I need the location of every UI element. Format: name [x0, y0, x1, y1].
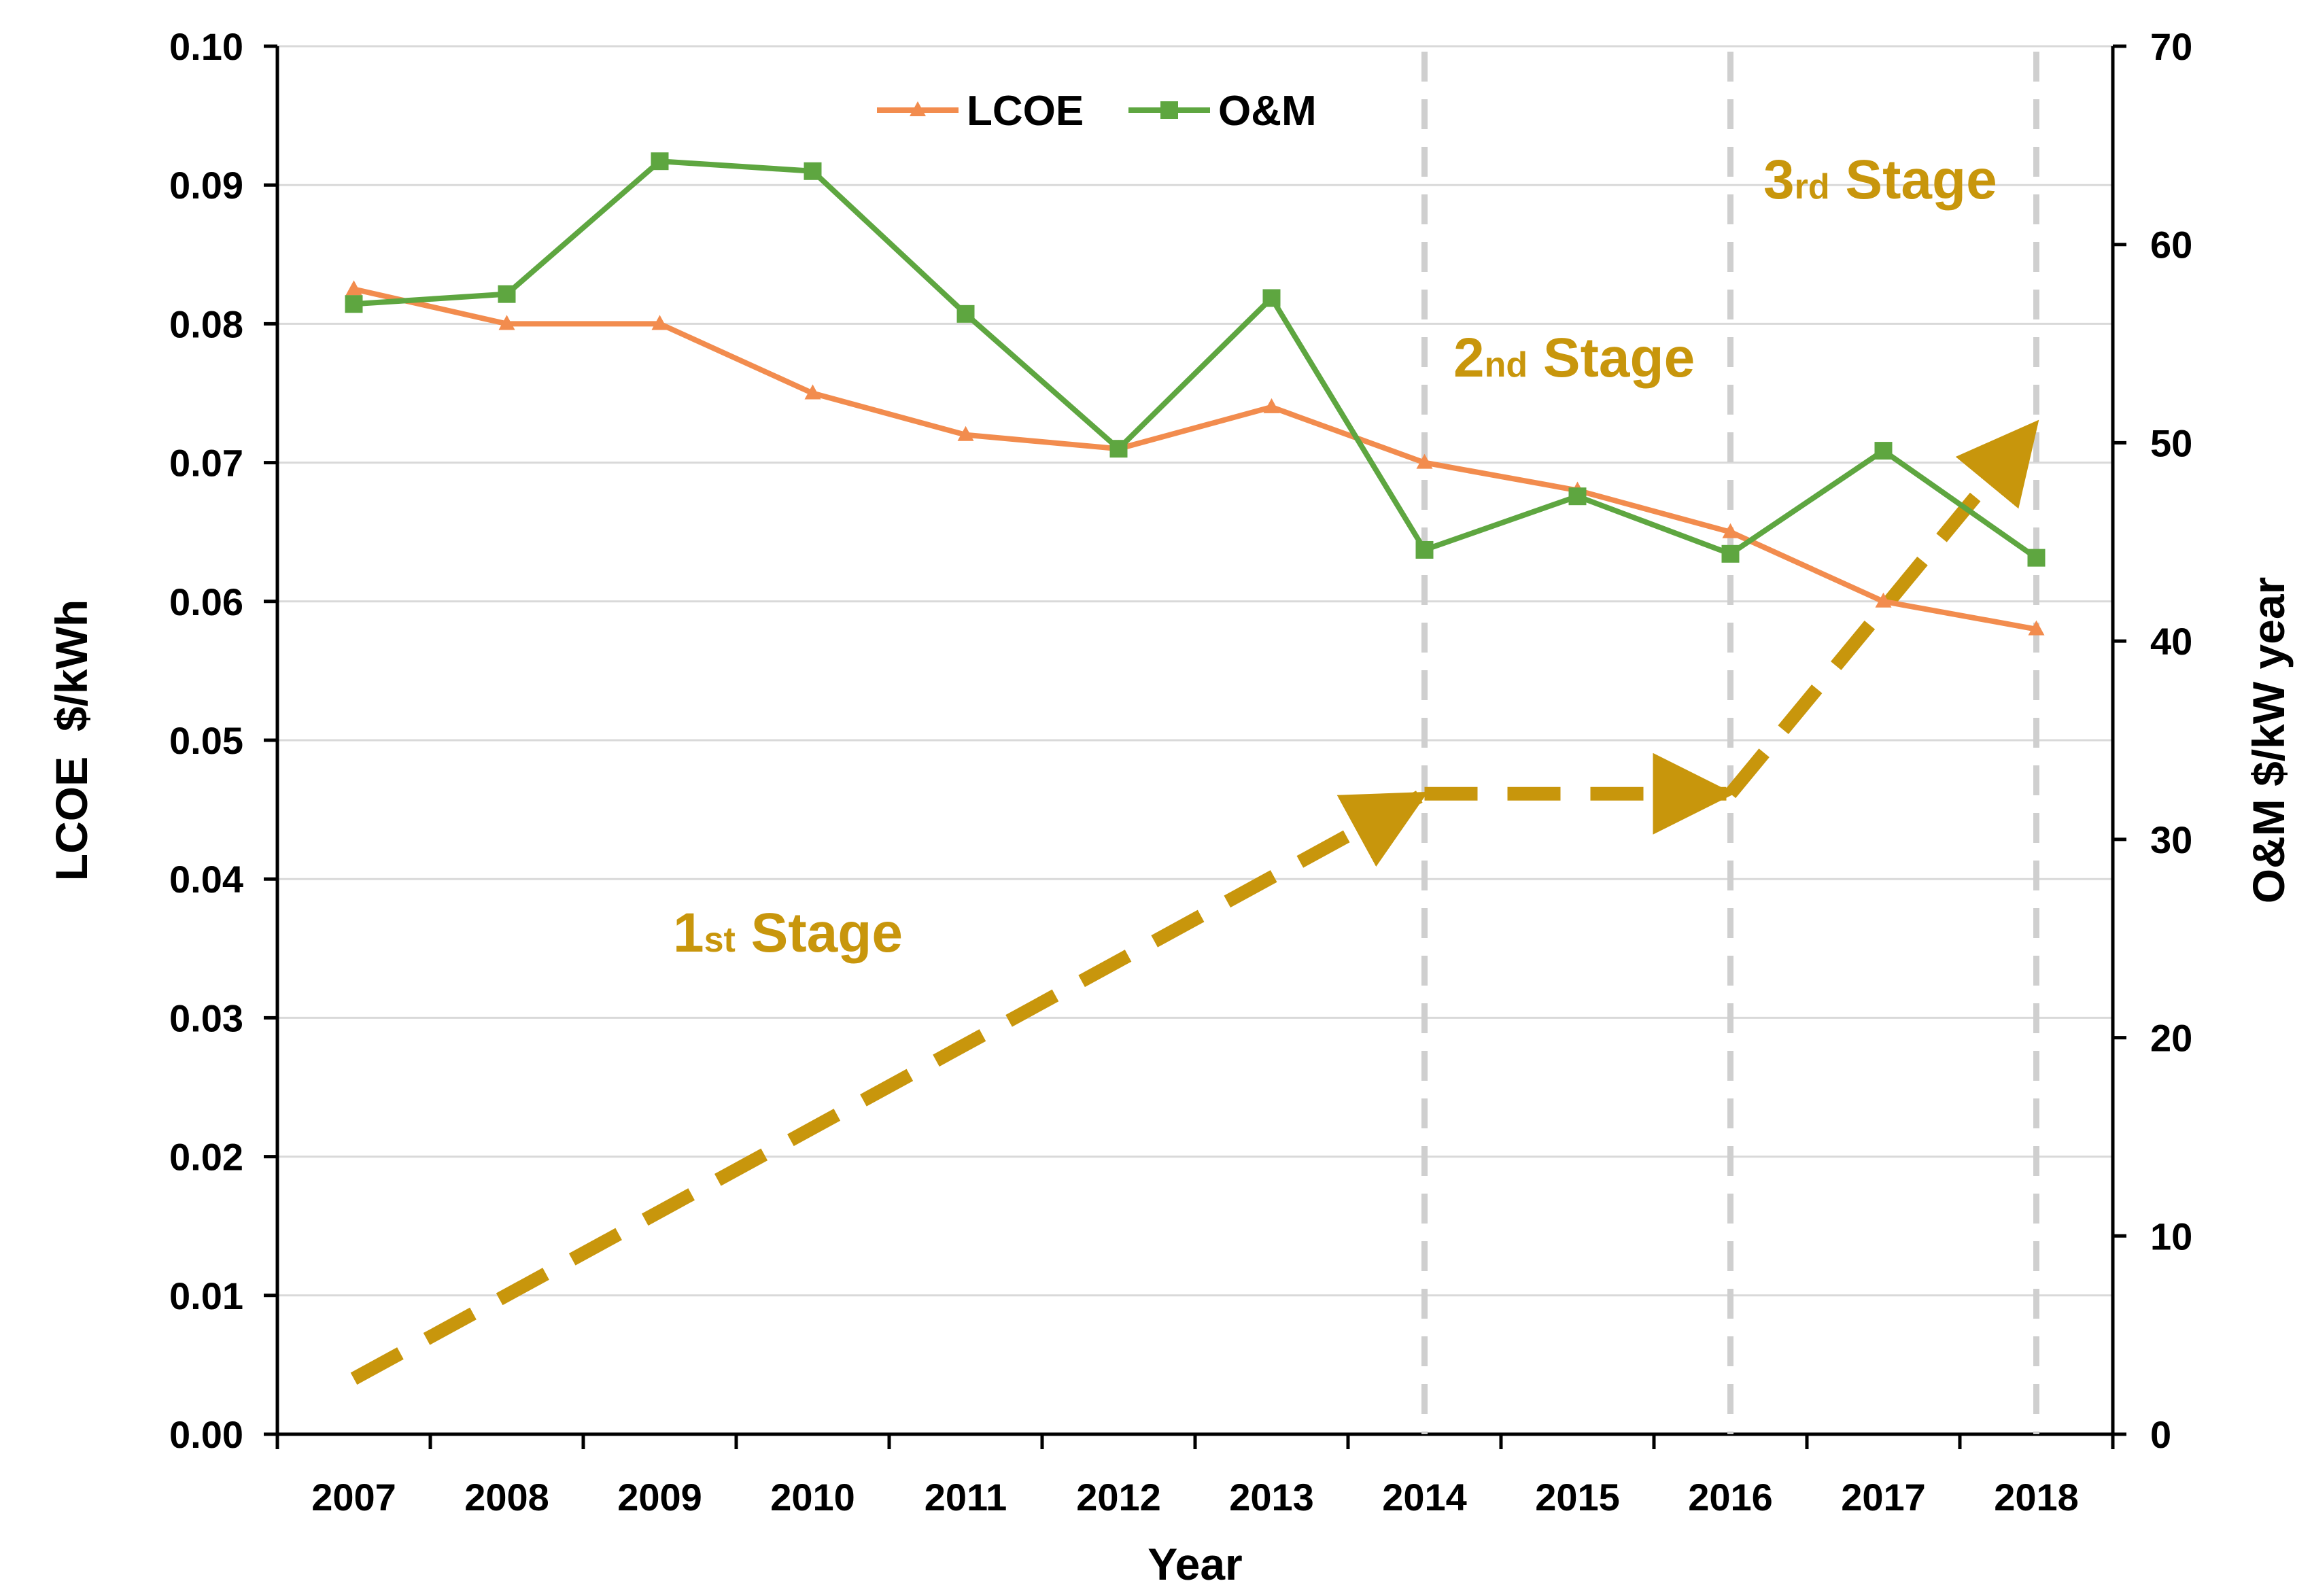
y-left-tick-label: 0.06: [169, 580, 243, 623]
stage-word: Stage: [1830, 149, 1997, 211]
om-point: [2027, 549, 2046, 567]
stage-ordinal-suffix: rd: [1795, 167, 1830, 207]
y-axis-title-right: O&M $/kW year: [2243, 577, 2294, 904]
lcoe-line: [353, 286, 2037, 632]
x-tick-label: 2012: [1076, 1476, 1161, 1519]
stage-number: 1: [673, 902, 704, 964]
legend-label: LCOE: [967, 88, 1084, 135]
om-point: [1415, 540, 1434, 559]
y-right-tick-label: 20: [2150, 1017, 2192, 1060]
lcoe-point: [498, 315, 515, 330]
y-right-tick-label: 50: [2150, 421, 2192, 464]
lcoe-point: [1263, 398, 1280, 413]
om-point: [1109, 440, 1128, 458]
lcoe-point: [1875, 592, 1892, 608]
y-left-tick-label: 0.10: [169, 25, 243, 68]
y-left-tick-label: 0.08: [169, 302, 243, 345]
y-left-tick-label: 0.09: [169, 164, 243, 207]
x-tick-label: 2008: [464, 1476, 549, 1519]
lcoe-point: [1722, 523, 1739, 538]
lcoe-point: [345, 280, 362, 296]
x-tick-label: 2014: [1382, 1476, 1467, 1519]
y-left-tick-label: 0.03: [169, 996, 243, 1039]
y-right-tick-label: 40: [2150, 620, 2192, 663]
x-tick-label: 2010: [770, 1476, 855, 1519]
stage-number: 2: [1453, 327, 1485, 389]
lcoe-point: [2028, 620, 2045, 636]
y-right-tick-label: 10: [2150, 1215, 2192, 1257]
legend: LCOE O&M: [877, 88, 1317, 135]
lcoe-point: [804, 384, 821, 400]
stage-annotation: 1st Stage: [673, 902, 903, 964]
om-point: [956, 305, 975, 323]
x-tick-label: 2011: [925, 1476, 1007, 1519]
y-left-tick-label: 0.02: [169, 1136, 243, 1179]
y-axis-title-left: LCOE $/kWh: [46, 600, 97, 881]
y-left-tick-label: 0.07: [169, 442, 243, 485]
om-point: [498, 285, 516, 303]
om-point: [1721, 544, 1740, 563]
stage-number: 3: [1763, 149, 1795, 211]
om-point: [651, 152, 669, 171]
lcoe-point: [957, 426, 974, 441]
om-point: [1262, 289, 1281, 307]
stage-ordinal-suffix: st: [704, 920, 736, 960]
legend-swatch-marker: [910, 101, 926, 116]
stage-annotation: 2nd Stage: [1453, 327, 1695, 389]
x-tick-label: 2018: [1994, 1476, 2079, 1519]
y-left-tick-label: 0.01: [169, 1274, 243, 1317]
x-tick-label: 2015: [1535, 1476, 1620, 1519]
stage-word: Stage: [1528, 327, 1695, 389]
om-point: [1874, 442, 1893, 460]
stage-arrow: [350, 789, 1428, 1385]
x-tick-label: 2017: [1841, 1476, 1926, 1519]
stage-word: Stage: [736, 902, 903, 964]
stage-ordinal-suffix: nd: [1485, 345, 1528, 385]
x-tick-label: 2009: [617, 1476, 702, 1519]
x-tick-label: 2007: [311, 1476, 396, 1519]
om-line: [353, 158, 2038, 560]
y-right-tick-label: 60: [2150, 224, 2192, 266]
y-left-tick-label: 0.00: [169, 1413, 243, 1456]
om-point: [804, 162, 822, 180]
lcoe-point: [651, 315, 668, 330]
lcoe-point: [1416, 453, 1433, 469]
stage-annotation: 3rd Stage: [1763, 149, 1997, 211]
legend-label: O&M: [1218, 88, 1317, 135]
y-right-tick-label: 0: [2150, 1413, 2171, 1456]
om-point: [345, 295, 363, 313]
x-tick-label: 2013: [1229, 1476, 1314, 1519]
legend-swatch-marker: [1160, 101, 1178, 119]
x-tick-label: 2016: [1688, 1476, 1773, 1519]
stage-arrow: [1725, 419, 2039, 799]
y-left-tick-label: 0.05: [169, 719, 243, 762]
y-right-tick-label: 30: [2150, 818, 2192, 861]
y-left-tick-label: 0.04: [169, 858, 243, 901]
om-point: [1568, 487, 1587, 506]
x-axis-title: Year: [1148, 1539, 1242, 1589]
y-right-tick-label: 70: [2150, 25, 2192, 68]
